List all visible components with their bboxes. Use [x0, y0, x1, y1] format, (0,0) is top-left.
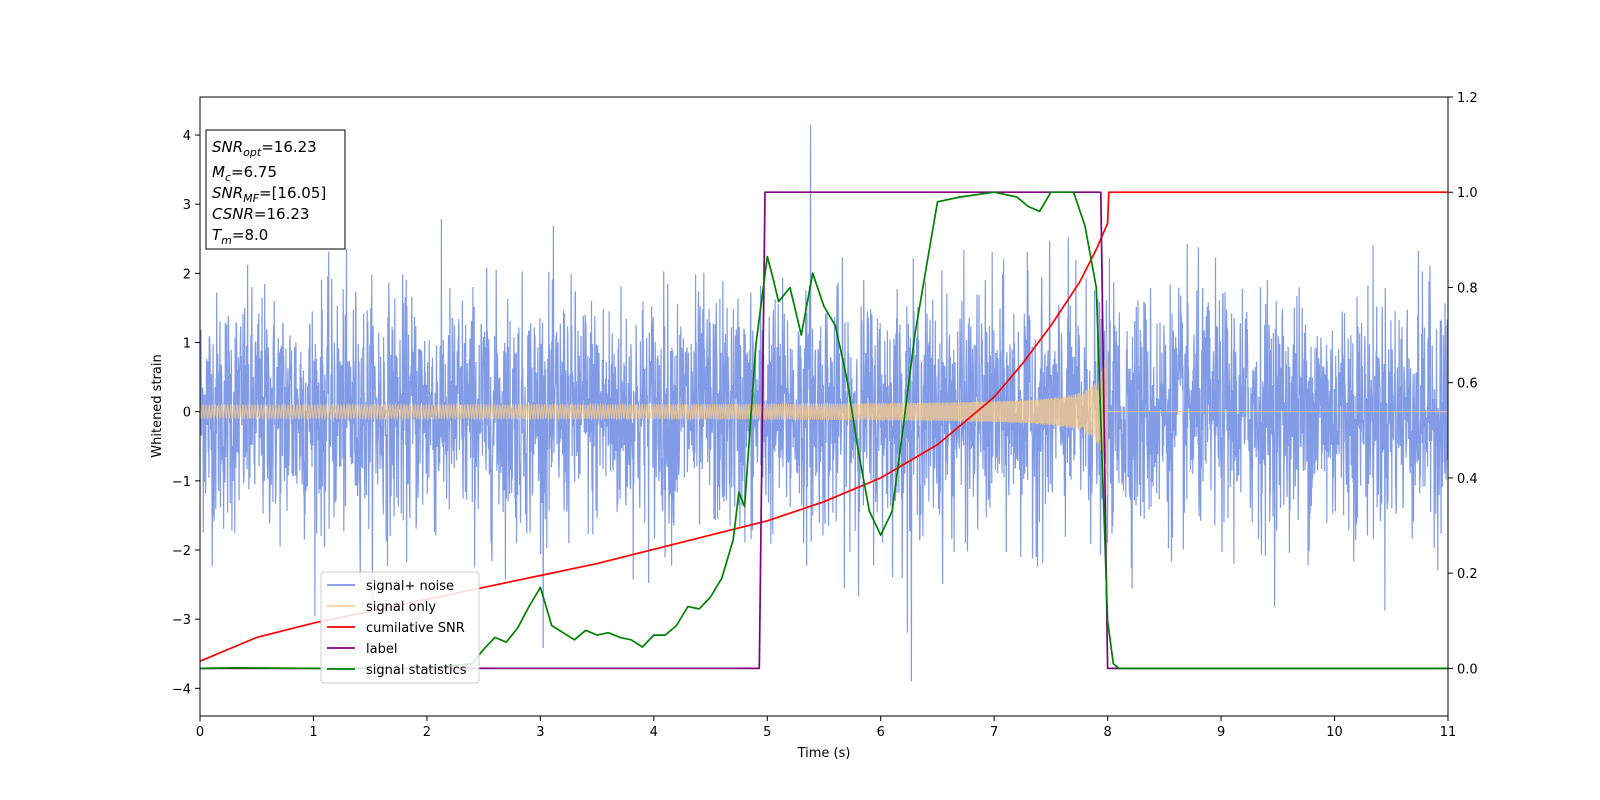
y-left-tick-label: 3	[183, 198, 191, 213]
x-tick-label: 1	[309, 725, 317, 740]
y-axis-label: Whitened strain	[150, 354, 165, 457]
legend-label: signal only	[366, 600, 436, 615]
y-right-tick-label: 0.2	[1457, 567, 1478, 582]
info-box-frame	[205, 129, 346, 250]
x-tick-label: 2	[423, 725, 431, 740]
y-left-tick-label: 1	[183, 337, 191, 352]
x-tick-label: 7	[990, 725, 998, 740]
y-left-tick-label: −1	[172, 475, 191, 490]
legend-label: label	[366, 642, 397, 657]
x-tick-label: 4	[650, 725, 658, 740]
info-csnr: CSNR=16.23	[212, 205, 309, 223]
y-left-tick-label: 0	[183, 406, 191, 421]
x-tick-label: 9	[1217, 725, 1225, 740]
x-tick-label: 8	[1103, 725, 1111, 740]
y-right-tick-label: 0.4	[1457, 472, 1478, 487]
x-tick-label: 6	[877, 725, 885, 740]
series-signal-noise	[200, 124, 1448, 682]
legend-frame	[320, 571, 480, 684]
y-left-tick-label: −3	[172, 613, 191, 628]
y-left-tick-label: 2	[183, 267, 191, 282]
y-right-tick-label: 1.0	[1457, 186, 1478, 201]
info-box: SNRopt=16.23 Mc=6.75SNRMF=[16.05]CSNR=16.…	[205, 129, 346, 250]
y-right-tick-label: 0.8	[1457, 281, 1478, 296]
info-snr-mf: SNRMF=[16.05]	[212, 184, 326, 205]
x-tick-label: 0	[196, 725, 204, 740]
y-left-tick-label: −4	[172, 682, 191, 697]
x-axis-label: Time (s)	[797, 746, 851, 761]
legend-label: cumilative SNR	[366, 621, 465, 636]
y-right-tick-label: 0.6	[1457, 377, 1478, 392]
x-tick-label: 10	[1326, 725, 1343, 740]
legend-label: signal statistics	[366, 663, 467, 678]
series-signal-statistics	[200, 191, 1448, 670]
y-left-tick-label: 4	[183, 129, 191, 144]
y-right-tick-label: 1.2	[1457, 91, 1478, 106]
plot-frame	[199, 96, 1449, 717]
x-tick-label: 5	[763, 725, 771, 740]
series-signal-only	[200, 331, 1448, 495]
legend-label: signal+ noise	[366, 579, 454, 594]
y-left-tick-label: −2	[172, 544, 191, 559]
info-snr-opt: SNRopt=16.23	[212, 138, 317, 159]
x-tick-label: 11	[1440, 725, 1457, 740]
info-mc: Mc=6.75	[212, 163, 277, 184]
x-tick-label: 3	[536, 725, 544, 740]
axes: 0 1 2 3 4 5 6 7 8 9 10 11 −4 −3 −2 −1 0 1 2 3 4 0.0 0.2 0.4 0.6 0…	[172, 91, 1478, 740]
legend: signal+ noise signal only cumilative SNR la…	[320, 571, 480, 684]
y-right-tick-label: 0.0	[1457, 662, 1478, 677]
info-tm: Tm=8.0	[212, 226, 268, 247]
